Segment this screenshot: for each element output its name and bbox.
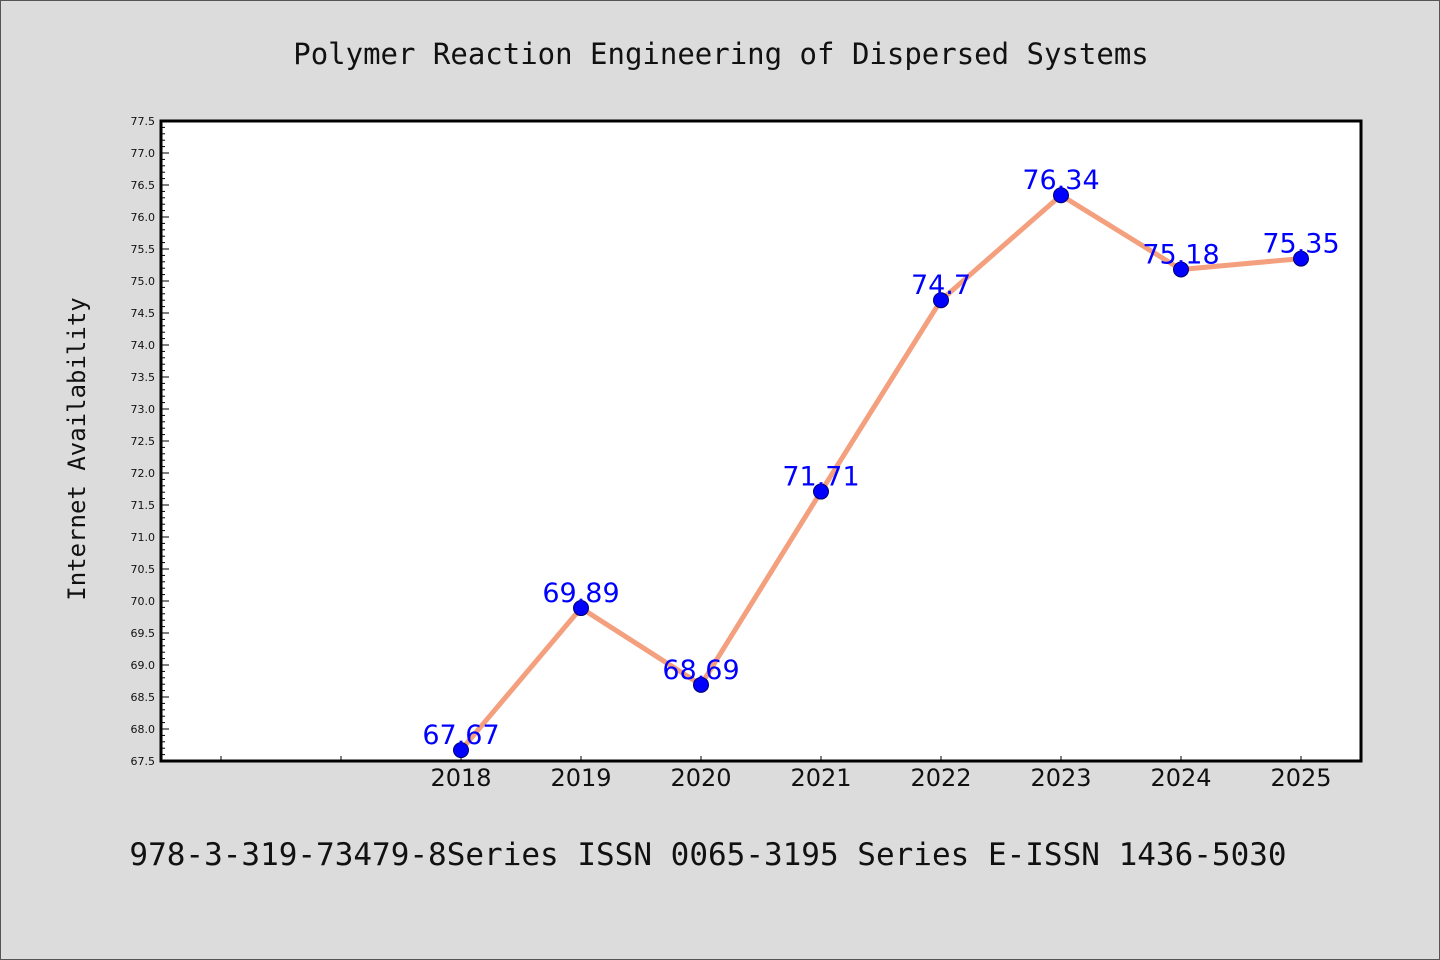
x-tick-label: 2018 — [430, 764, 491, 792]
x-tick-label: 2019 — [550, 764, 611, 792]
y-tick-label: 70.0 — [131, 595, 156, 608]
y-tick-label: 71.5 — [131, 499, 156, 512]
x-tick-label: 2020 — [670, 764, 731, 792]
data-point — [693, 676, 709, 693]
data-label: 75.35 — [1262, 229, 1339, 260]
data-label: 69.89 — [542, 578, 619, 609]
series-line-group — [458, 192, 1304, 753]
x-tick-label: 2022 — [910, 764, 971, 792]
data-label: 75.18 — [1142, 239, 1219, 270]
data-label: 76.34 — [1022, 165, 1099, 196]
y-tick-label: 74.0 — [131, 339, 156, 352]
y-axis-label: Internet Availability — [63, 297, 91, 600]
y-tick-label: 72.0 — [131, 467, 156, 480]
data-point — [573, 600, 589, 617]
data-point — [813, 483, 829, 500]
data-point — [1053, 187, 1069, 204]
plot-frame — [159, 119, 1363, 763]
y-tick-label: 68.5 — [131, 691, 156, 704]
data-label: 68.69 — [662, 655, 739, 686]
data-label: 67.67 — [422, 720, 499, 751]
footer-text: 978-3-319-73479-8Series ISSN 0065-3195 S… — [129, 837, 1286, 873]
y-axis-ticks: 67.5 68.0 68.5 69.0 69.5 70.0 70.5 71.0 71.5 72.0… — [131, 115, 169, 768]
y-tick-label: 76.5 — [131, 179, 156, 192]
y-tick-label: 69.5 — [131, 627, 156, 640]
x-axis-ticks: 2018 2019 2020 2021 2022 2023 2024 2025 — [220, 756, 1332, 792]
data-point — [1173, 261, 1189, 278]
y-tick-label: 73.5 — [131, 371, 156, 384]
y-tick-label: 77.5 — [131, 115, 156, 128]
series-marker-group — [453, 187, 1309, 759]
y-tick-label: 67.5 — [131, 755, 156, 768]
x-tick-label: 2023 — [1030, 764, 1091, 792]
y-tick-label: 75.5 — [131, 243, 156, 256]
data-point — [453, 742, 469, 759]
x-tick-label: 2024 — [1150, 764, 1211, 792]
y-tick-label: 70.5 — [131, 563, 156, 576]
y-tick-label: 77.0 — [131, 147, 156, 160]
y-tick-label: 69.0 — [131, 659, 156, 672]
x-tick-label: 2021 — [790, 764, 851, 792]
y-tick-label: 74.5 — [131, 307, 156, 320]
y-tick-label: 76.0 — [131, 211, 156, 224]
y-tick-label: 71.0 — [131, 531, 156, 544]
chart-title: Polymer Reaction Engineering of Disperse… — [293, 37, 1149, 71]
y-tick-label: 75.0 — [131, 275, 156, 288]
x-tick-label: 2025 — [1270, 764, 1331, 792]
data-label: 71.71 — [782, 462, 859, 493]
y-tick-label: 72.5 — [131, 435, 156, 448]
plot-area — [161, 121, 1361, 761]
data-label-group: 67.67 69.89 68.69 71.71 74.7 76.34 75.18 75.35 — [422, 165, 1339, 751]
data-label: 74.7 — [911, 270, 971, 301]
series-line — [458, 192, 1304, 753]
y-tick-label: 68.0 — [131, 723, 156, 736]
y-tick-label: 73.0 — [131, 403, 156, 416]
data-point — [933, 292, 949, 309]
data-point — [1293, 250, 1309, 267]
